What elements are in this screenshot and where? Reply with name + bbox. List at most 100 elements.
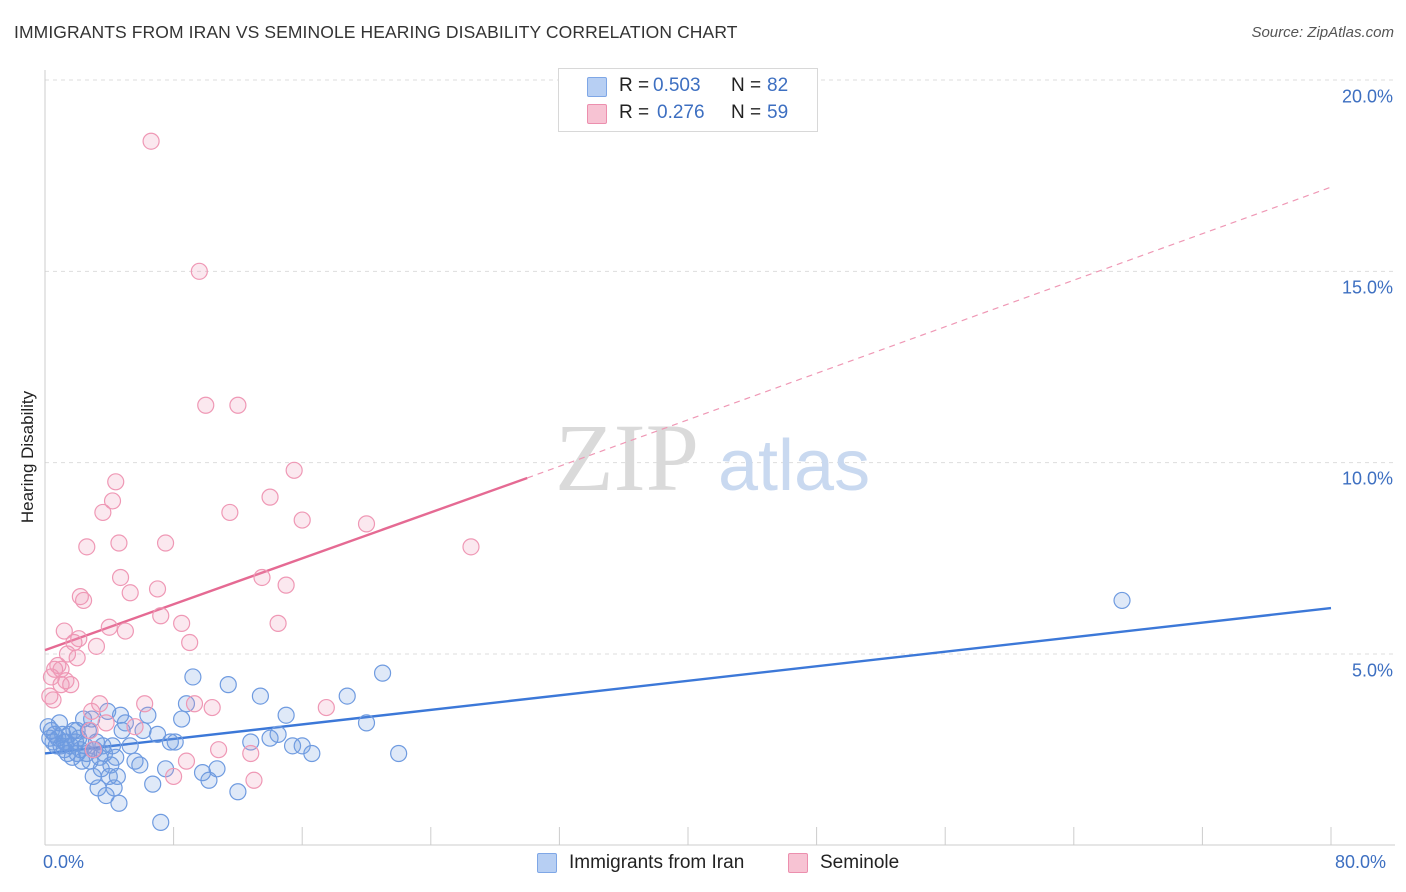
y-tick-label-5: 5.0% — [1351, 660, 1393, 681]
seminole-point — [94, 503, 112, 522]
seminole-point — [55, 622, 73, 640]
y-axis-label: Hearing Disability — [18, 390, 37, 524]
chart-source: Source: ZipAtlas.com — [1251, 24, 1394, 41]
seminole-point — [165, 767, 183, 786]
seminole-point — [277, 576, 295, 594]
seminole-point — [44, 691, 62, 709]
data-points — [39, 132, 1131, 831]
legend-swatch-seminole — [587, 104, 607, 124]
seminole-point — [177, 752, 196, 770]
iran-point — [303, 744, 321, 763]
y-tick-label-20: 20.0% — [1341, 86, 1393, 107]
trend-lines — [44, 186, 1332, 755]
seminole-point — [126, 718, 144, 736]
iran-point — [219, 676, 237, 694]
watermark-atlas: atlas — [718, 426, 870, 506]
legend-r-value-seminole: 0.276 — [657, 102, 705, 123]
bottom-legend-label-iran: Immigrants from Iran — [569, 852, 745, 873]
iran-point — [131, 756, 149, 774]
iran-point — [148, 725, 167, 743]
seminole-point — [173, 614, 191, 632]
seminole-point — [253, 568, 271, 587]
iran-point — [55, 733, 73, 751]
seminole-point — [269, 614, 287, 632]
seminole-point — [103, 492, 122, 510]
iran-point — [116, 714, 134, 732]
seminole-point — [83, 702, 101, 721]
seminole-point — [197, 396, 215, 414]
seminole-point — [148, 580, 167, 598]
seminole-point — [78, 538, 96, 556]
x-tick-label-max: 80.0% — [1335, 852, 1387, 872]
bottom-legend-swatch-iran — [537, 853, 557, 873]
iran-point — [110, 794, 128, 812]
iran-point — [251, 687, 270, 705]
stats-legend: R = 0.503 N = 82 R = 0.276 N = 59 — [558, 68, 818, 132]
seminole-point — [203, 698, 221, 717]
seminole-point — [156, 534, 175, 552]
seminole-point — [70, 630, 88, 648]
seminole-point — [81, 721, 99, 740]
iran-point — [152, 813, 170, 831]
axes — [44, 70, 1395, 846]
iran-point — [161, 733, 179, 751]
seminole-point — [462, 538, 480, 556]
legend-r-label: R = — [619, 75, 650, 96]
seminole-point — [87, 637, 106, 655]
watermark: ZIP atlas — [555, 404, 870, 511]
y-tick-label-10: 10.0% — [1341, 468, 1393, 489]
seminole-point — [68, 649, 86, 667]
seminole-point — [100, 618, 118, 636]
chart-title: IMMIGRANTS FROM IRAN VS SEMINOLE HEARING… — [14, 22, 738, 42]
seminole-point — [185, 695, 204, 713]
iran-point — [269, 725, 287, 743]
iran-point — [1113, 591, 1131, 610]
iran-point — [229, 783, 247, 801]
legend-n-label: N = — [731, 75, 762, 96]
iran-point — [283, 737, 302, 755]
seminole-point — [357, 515, 376, 533]
iran-point — [357, 714, 376, 732]
seminole-point — [152, 607, 170, 625]
seminole-point — [245, 771, 263, 789]
seminole-point — [74, 591, 93, 610]
seminole-point — [242, 744, 260, 763]
bottom-legend-swatch-seminole — [788, 853, 808, 873]
seminole-point — [111, 568, 130, 587]
seminole-point — [181, 633, 199, 652]
iran-point — [108, 767, 126, 786]
seminole-point — [116, 622, 134, 640]
iran-point — [173, 710, 191, 728]
legend-n-label: N = — [731, 102, 762, 123]
iran-point — [261, 729, 279, 747]
seminole-point — [57, 672, 75, 690]
iran-point — [208, 760, 226, 778]
seminole-point — [293, 511, 311, 529]
seminole-point — [261, 488, 279, 506]
seminole-point — [317, 698, 335, 717]
seminole-point — [142, 132, 160, 150]
iran-point — [277, 706, 295, 724]
seminole-point — [121, 584, 139, 602]
seminole-point — [97, 714, 115, 732]
iran-point — [184, 668, 202, 686]
gridlines — [45, 79, 1395, 655]
legend-swatch-iran — [587, 77, 607, 97]
iran-point — [338, 687, 356, 705]
seminole-point — [107, 473, 125, 491]
legend-n-value-seminole: 59 — [767, 102, 789, 123]
seminole-point — [84, 741, 102, 759]
iran-point — [107, 748, 125, 766]
iran-point — [390, 744, 408, 763]
legend-r-label: R = — [619, 102, 650, 123]
iran-point — [373, 664, 392, 682]
bottom-legend-label-seminole: Seminole — [820, 852, 900, 873]
seminole-trend-line-extension — [527, 186, 1332, 479]
iran-point — [68, 721, 86, 740]
seminole-point — [190, 262, 208, 280]
seminole-point — [136, 695, 154, 713]
iran-trend-line — [44, 606, 1332, 755]
iran-point — [166, 733, 184, 751]
seminole-point — [221, 503, 239, 522]
